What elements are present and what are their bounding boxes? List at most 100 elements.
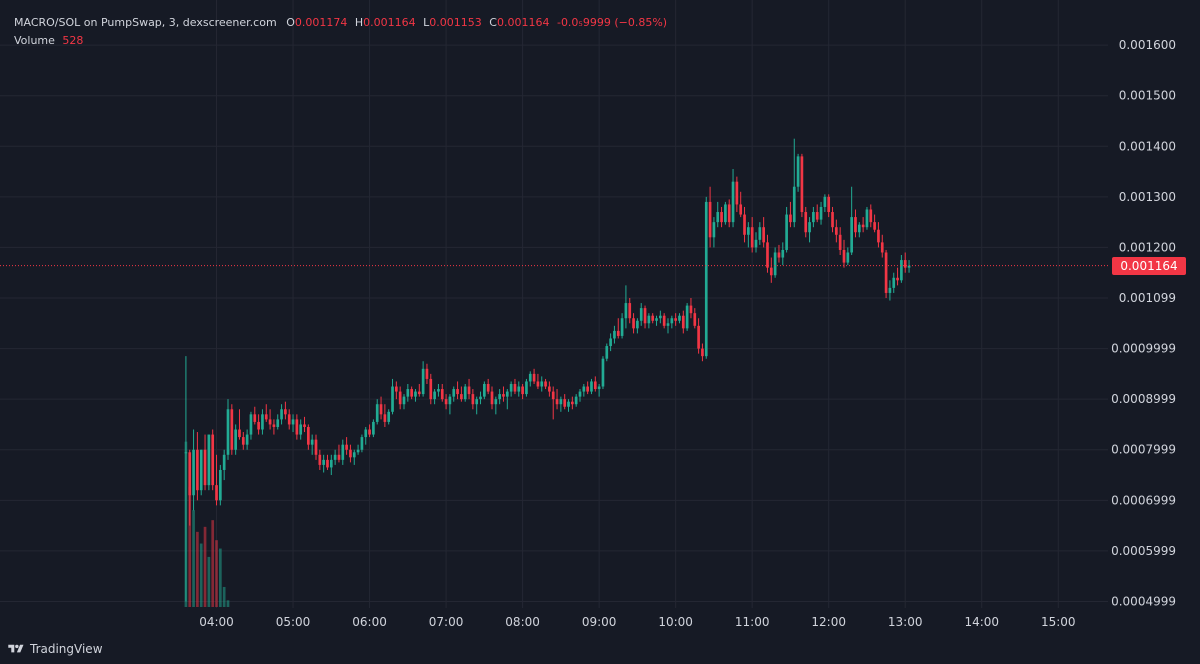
tradingview-logo[interactable]: TradingView [8, 642, 103, 656]
brand-label: TradingView [30, 642, 103, 656]
price-axis: 0.001600 0.001500 0.001400 0.001300 0.001200… [1111, 38, 1176, 608]
candle-182 [880, 234, 884, 258]
candle-body [605, 346, 609, 359]
candle-body [429, 378, 433, 400]
candle-body [796, 156, 800, 187]
low-value: 0.001153 [429, 16, 482, 29]
candle-189 [907, 260, 911, 273]
candle-53 [387, 409, 391, 425]
candle-24 [276, 414, 280, 430]
candle-22 [268, 409, 272, 430]
candle-25 [280, 404, 283, 425]
candle-8 [215, 454, 218, 506]
candle-body [850, 217, 853, 253]
tradingview-icon [8, 644, 24, 653]
candle-body [490, 391, 494, 405]
candle-92 [536, 373, 540, 390]
candle-169 [831, 206, 834, 233]
candle-11 [226, 399, 230, 460]
candle-body [701, 348, 704, 357]
candle-body [835, 227, 838, 235]
candle-body [708, 201, 712, 238]
candle-109 [601, 356, 605, 390]
candle-body [410, 389, 413, 397]
low-label: L [423, 16, 430, 29]
candle-138 [712, 217, 716, 248]
volume-value: 528 [62, 34, 84, 47]
candle-body [226, 409, 230, 455]
candle-body [203, 449, 207, 486]
candle-176 [857, 222, 861, 238]
candle-body [326, 459, 329, 468]
candle-body [199, 449, 203, 491]
candle-body [387, 411, 391, 422]
chart-legend: MACRO/SOL on PumpSwap, 3, dexscreener.co… [14, 16, 667, 48]
candle-104 [582, 383, 586, 397]
candle-body [747, 227, 750, 235]
candle-85 [509, 381, 513, 397]
candle-29 [295, 414, 299, 440]
candle-3 [196, 432, 199, 501]
candle-body [291, 419, 295, 425]
candle-186 [896, 267, 899, 286]
candle-body [509, 383, 513, 392]
candle-body [873, 222, 876, 230]
symbol-title: MACRO/SOL on PumpSwap, 3, dexscreener.co… [14, 16, 277, 29]
candle-131 [685, 303, 689, 331]
candle-body [219, 469, 222, 501]
candle-body [238, 429, 241, 438]
candle-185 [892, 272, 896, 293]
candle-120 [643, 305, 647, 329]
candle-139 [716, 201, 720, 228]
candle-84 [505, 389, 509, 410]
candle-9 [219, 464, 222, 506]
candle-body [590, 381, 593, 392]
candle-body [287, 414, 291, 425]
y-tick-label-9: 0.0006999 [1111, 493, 1176, 507]
candle-body [395, 386, 398, 392]
candle-14 [238, 409, 241, 440]
candle-52 [383, 404, 387, 427]
volume-bar-11 [226, 600, 230, 607]
candle-188 [903, 252, 907, 273]
candle-173 [846, 247, 850, 266]
candle-body [322, 459, 325, 465]
candle-body [364, 429, 368, 438]
time-axis: 04:00 05:00 06:00 07:00 08:00 09:00 10:00 11:00… [199, 615, 1075, 629]
candle-181 [877, 222, 880, 248]
candle-body [494, 399, 498, 405]
candle-55 [395, 381, 398, 400]
candle-body [727, 204, 731, 223]
legend-row-volume: Volume 528 [14, 34, 667, 48]
candle-179 [869, 204, 873, 228]
candle-37 [326, 454, 329, 470]
y-tick-label-10: 0.0005999 [1111, 544, 1176, 558]
candle-body [670, 318, 674, 324]
candle-body [903, 260, 907, 268]
candle-body [345, 444, 348, 450]
candle-78 [483, 381, 486, 400]
candle-32 [307, 424, 310, 450]
candle-body [720, 212, 723, 223]
candle-50 [375, 399, 379, 425]
candle-164 [812, 206, 815, 228]
candle-60 [414, 389, 417, 402]
candle-body [704, 201, 708, 357]
candle-16 [245, 429, 249, 450]
candle-165 [815, 204, 819, 223]
candle-26 [284, 401, 287, 420]
candle-183 [884, 249, 888, 299]
candle-body [261, 414, 264, 430]
candle-110 [605, 343, 609, 362]
candle-body [674, 318, 677, 321]
candle-body [597, 386, 601, 390]
candle-body [521, 386, 524, 395]
candle-body [310, 439, 314, 445]
y-tick-label-3: 0.001300 [1119, 190, 1176, 204]
candle-96 [551, 386, 555, 420]
candle-body [528, 373, 532, 382]
candle-body [245, 434, 249, 445]
candle-115 [624, 285, 628, 329]
candle-body [643, 308, 647, 324]
